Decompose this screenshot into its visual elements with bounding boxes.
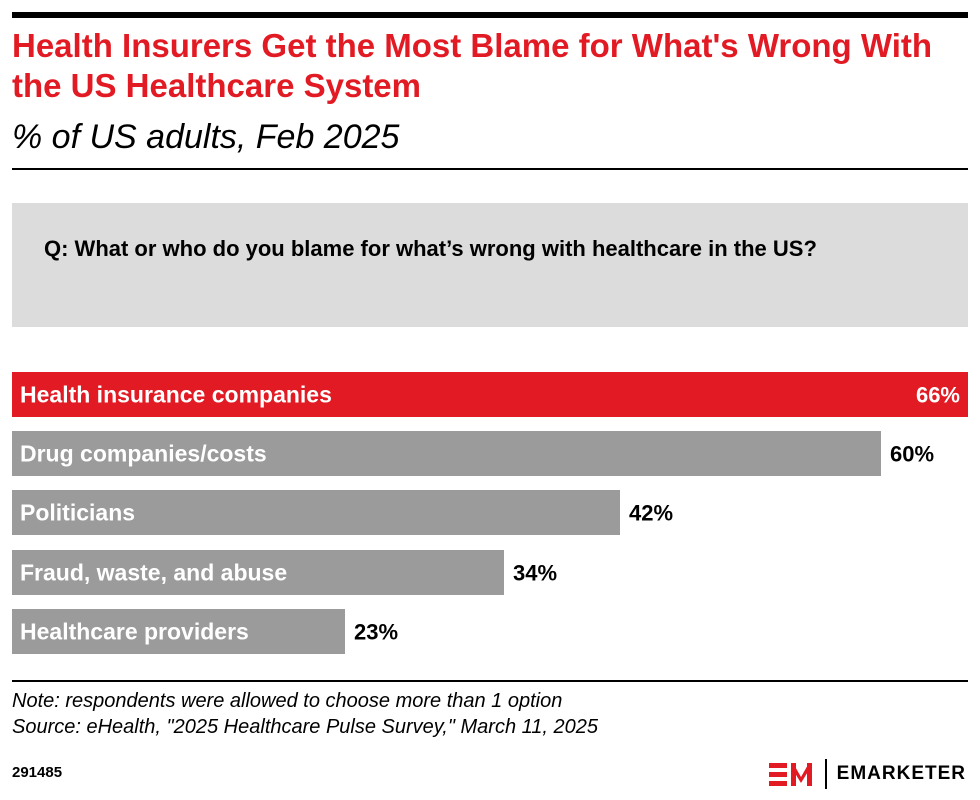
bar-2 (12, 431, 881, 476)
bar-label-5: Healthcare providers (20, 619, 249, 645)
footer-divider (12, 680, 968, 682)
emarketer-logo: EMARKETER (768, 758, 966, 790)
question-box: Q: What or who do you blame for what’s w… (12, 203, 968, 327)
em-logo-icon (768, 763, 812, 786)
bar-label-2: Drug companies/costs (20, 441, 267, 467)
em-logo-part (792, 763, 809, 783)
value-label-2: 60% (890, 442, 934, 467)
header-divider (12, 168, 968, 170)
em-logo-part (768, 781, 787, 786)
bar-3 (12, 490, 620, 535)
em-logo-part (768, 772, 787, 777)
em-logo-part (768, 763, 787, 768)
bar-label-3: Politicians (20, 500, 135, 526)
footnote: Note: respondents were allowed to choose… (12, 688, 598, 740)
logo-divider (824, 759, 827, 789)
brand-name: EMARKETER (836, 763, 966, 784)
bar-4 (12, 550, 504, 595)
chart-subtitle: % of US adults, Feb 2025 (12, 118, 400, 156)
chart-title: Health Insurers Get the Most Blame for W… (12, 27, 933, 104)
em-logo-part (790, 763, 796, 786)
value-label-3: 42% (629, 501, 673, 526)
bar-label-4: Fraud, waste, and abuse (20, 560, 287, 586)
chart-id: 291485 (12, 764, 63, 781)
bar-chart: Health insurance companies 66% Drug compan… (12, 372, 968, 654)
bar-label-1: Health insurance companies (20, 382, 332, 408)
value-label-4: 34% (513, 561, 557, 586)
em-logo-part (806, 763, 812, 786)
bar-5 (12, 609, 345, 654)
top-rule (12, 12, 968, 18)
survey-question: Q: What or who do you blame for what’s w… (44, 236, 817, 261)
source-text: Source: eHealth, "2025 Healthcare Pulse … (12, 716, 599, 738)
value-label-1: 66% (916, 383, 960, 408)
note-text: Note: respondents were allowed to choose… (12, 690, 563, 712)
bar-1 (12, 372, 968, 417)
value-label-5: 23% (354, 620, 398, 645)
